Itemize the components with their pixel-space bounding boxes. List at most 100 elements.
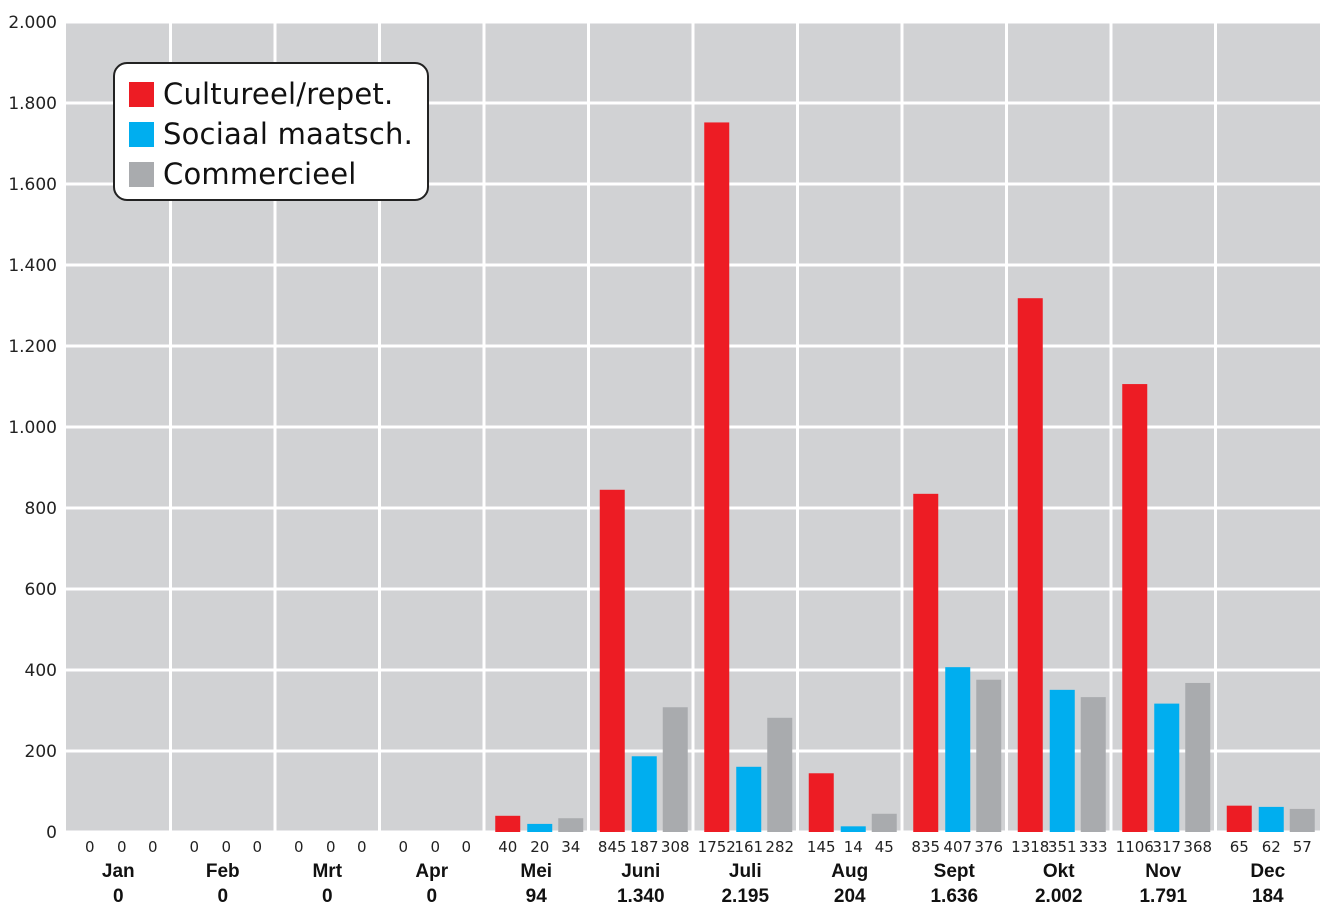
bar-value-label: 0 [252, 838, 262, 856]
x-tick-label: Aug [831, 861, 868, 882]
bar [558, 818, 584, 832]
month-total-label: 2.195 [721, 886, 769, 905]
bar [1080, 697, 1106, 832]
bar-value-label: 57 [1293, 838, 1312, 856]
y-axis: 0 200 400 600 800 1.000 1.200 1.400 1.600 1.800 2.… [8, 13, 57, 843]
bar [1258, 806, 1284, 832]
bar [527, 823, 553, 832]
bar [1289, 808, 1315, 832]
bar-value-label: 407 [943, 838, 972, 856]
x-tick-label: Juli [729, 861, 762, 882]
bar [1122, 384, 1148, 832]
month-total-label: 94 [526, 886, 548, 905]
bar-value-label: 376 [974, 838, 1003, 856]
bar [704, 122, 730, 832]
y-tick-label: 0 [46, 823, 57, 843]
legend-swatch-sociaal [129, 121, 154, 147]
legend-swatch-cultureel [129, 81, 154, 107]
bar [495, 815, 521, 832]
bar-value-label: 0 [117, 838, 127, 856]
bar [1049, 689, 1075, 832]
bar-value-label: 20 [530, 838, 549, 856]
legend-label-cultureel: Cultureel/repet. [163, 77, 394, 111]
month-total-label: 0 [113, 886, 124, 905]
bar-value-label: 333 [1079, 838, 1108, 856]
x-tick-label: Okt [1043, 861, 1075, 882]
y-tick-label: 1.400 [8, 256, 57, 276]
bar [736, 766, 762, 832]
legend: Cultureel/repet. Sociaal maatsch. Commer… [113, 62, 429, 201]
bar-value-label: 187 [630, 838, 659, 856]
bar-value-label: 0 [294, 838, 304, 856]
bar [808, 773, 834, 832]
bar-value-label: 62 [1262, 838, 1281, 856]
month-total-label: 184 [1252, 886, 1284, 905]
bar [1226, 805, 1252, 832]
y-tick-label: 600 [25, 580, 57, 600]
bar [945, 667, 971, 832]
legend-swatch-commercieel [129, 161, 154, 187]
x-tick-label: Mrt [312, 861, 342, 882]
x-tick-label: Feb [206, 861, 240, 882]
bar [767, 717, 793, 832]
bar-value-label: 1318 [1011, 838, 1049, 856]
month-total-label: 1.340 [617, 886, 665, 905]
bar-value-label: 0 [461, 838, 471, 856]
bar-value-label: 282 [765, 838, 794, 856]
x-tick-label: Mei [520, 861, 552, 882]
legend-item-commercieel: Commercieel [129, 154, 427, 194]
y-tick-label: 1.000 [8, 418, 57, 438]
y-tick-label: 2.000 [8, 13, 57, 33]
bar-value-label: 45 [875, 838, 894, 856]
bar-value-label: 1752 [698, 838, 736, 856]
x-tick-label: Jan [102, 861, 135, 882]
bar-value-label: 161 [734, 838, 763, 856]
bar-value-label: 835 [911, 838, 940, 856]
bar-value-label: 34 [561, 838, 580, 856]
month-total-label: 1.636 [930, 886, 978, 905]
bar-value-label: 368 [1183, 838, 1212, 856]
month-total-label: 204 [834, 886, 866, 905]
bar-value-label: 0 [148, 838, 158, 856]
bar-value-label: 0 [430, 838, 440, 856]
bar [913, 493, 939, 832]
bar-value-label: 351 [1048, 838, 1077, 856]
bar [1185, 682, 1211, 832]
bar-value-label: 317 [1152, 838, 1181, 856]
bar [1154, 703, 1180, 832]
x-axis: Jan 0 Feb 0 Mrt 0 Apr 0 Mei 94 Juni 1.340 Juli 2.195 A… [102, 861, 1286, 905]
y-tick-label: 1.200 [8, 337, 57, 357]
y-tick-label: 400 [25, 661, 57, 681]
bar-value-label: 1106 [1116, 838, 1154, 856]
bar-value-label: 145 [807, 838, 836, 856]
bar [599, 489, 625, 832]
bar-value-label: 308 [661, 838, 690, 856]
bar-value-label: 0 [221, 838, 231, 856]
bar-value-label: 0 [357, 838, 367, 856]
bar-value-label: 65 [1230, 838, 1249, 856]
y-tick-label: 1.600 [8, 175, 57, 195]
x-tick-label: Nov [1145, 861, 1181, 882]
legend-label-sociaal: Sociaal maatsch. [163, 117, 413, 151]
bar [871, 813, 897, 832]
bar-value-label: 0 [85, 838, 95, 856]
bar [631, 756, 657, 832]
bar-value-label: 0 [189, 838, 199, 856]
bar-value-label: 14 [844, 838, 863, 856]
y-tick-label: 200 [25, 742, 57, 762]
bar [976, 679, 1002, 832]
month-total-label: 0 [322, 886, 333, 905]
y-tick-label: 1.800 [8, 94, 57, 114]
x-tick-label: Juni [621, 861, 660, 882]
x-tick-label: Sept [934, 861, 976, 882]
month-total-label: 0 [217, 886, 228, 905]
month-total-label: 0 [426, 886, 437, 905]
legend-item-sociaal: Sociaal maatsch. [129, 114, 427, 154]
bar-value-label: 40 [498, 838, 517, 856]
bar-value-label: 0 [326, 838, 336, 856]
legend-item-cultureel: Cultureel/repet. [129, 74, 427, 114]
month-total-label: 1.791 [1139, 886, 1187, 905]
x-tick-label: Apr [415, 861, 448, 882]
x-tick-label: Dec [1250, 861, 1285, 882]
